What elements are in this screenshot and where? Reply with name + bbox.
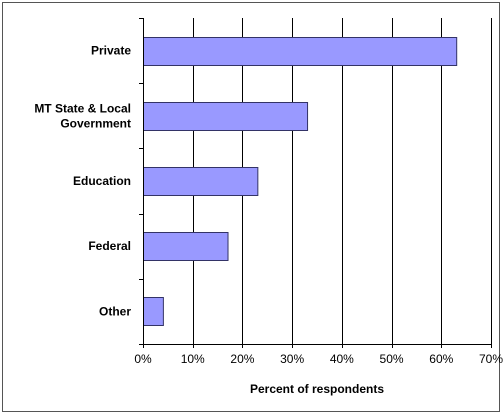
bar	[143, 297, 164, 326]
category-label: Government	[60, 116, 131, 130]
x-tick-label: 70%	[479, 352, 503, 366]
x-tick-label: 50%	[380, 352, 404, 366]
x-axis-title: Percent of respondents	[250, 382, 384, 396]
category-label: Federal	[88, 239, 131, 253]
x-tick-label: 60%	[429, 352, 453, 366]
bar	[143, 167, 259, 196]
category-label: Other	[99, 304, 131, 318]
category-label: Education	[73, 174, 131, 188]
x-tick-label: 0%	[134, 352, 152, 366]
x-tick-label: 20%	[230, 352, 254, 366]
axes	[139, 18, 492, 348]
category-label: MT State & Local	[34, 101, 131, 115]
gridlines	[193, 18, 492, 344]
category-label: Private	[91, 44, 131, 58]
bar	[143, 232, 229, 261]
x-tick-labels: 0% 10% 20% 30% 40% 50% 60% 70%	[134, 352, 503, 366]
x-tick-label: 40%	[330, 352, 354, 366]
bar	[143, 37, 458, 66]
bars	[143, 37, 458, 326]
bar	[143, 102, 309, 131]
chart-frame	[2, 2, 500, 412]
x-tick-label: 30%	[280, 352, 304, 366]
x-tick-label: 10%	[181, 352, 205, 366]
